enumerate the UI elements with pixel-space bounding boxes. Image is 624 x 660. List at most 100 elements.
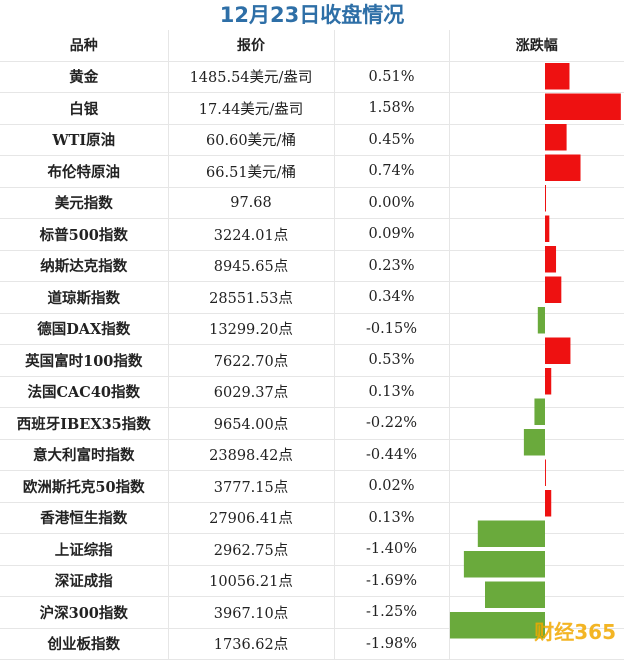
header-price: 报价 — [168, 30, 335, 62]
change-bar — [545, 93, 621, 120]
row-variety: 创业板指数 — [0, 628, 169, 660]
change-bar — [545, 154, 581, 181]
table-row: 纳斯达克指数 8945.65点 0.23% — [0, 250, 624, 282]
change-bar — [545, 459, 546, 486]
row-variety: 纳斯达克指数 — [0, 250, 169, 282]
row-variety: 西班牙IBEX35指数 — [0, 407, 169, 440]
table-row: 美元指数 97.68 0.00% — [0, 187, 624, 219]
row-price: 3224.01点 — [168, 218, 335, 251]
table-row: 白银 17.44美元/盎司 1.58% — [0, 92, 624, 125]
row-price: 1736.62点 — [168, 628, 335, 660]
change-bar — [545, 215, 550, 242]
change-bar — [545, 63, 570, 90]
row-change-label: 0.51% — [334, 61, 450, 93]
row-bar-cell — [449, 281, 624, 314]
table-row: 道琼斯指数 28551.53点 0.34% — [0, 281, 624, 314]
row-variety: 白银 — [0, 92, 169, 125]
row-change-label: -0.15% — [334, 313, 450, 345]
table-row: WTI原油 60.60美元/桶 0.45% — [0, 124, 624, 156]
row-price: 3777.15点 — [168, 470, 335, 503]
row-price: 97.68 — [168, 187, 335, 219]
row-change-label: 0.02% — [334, 470, 450, 503]
watermark-logo: 财经365 — [534, 620, 616, 644]
header-row: 品种 报价 涨跌幅 — [0, 30, 624, 62]
table-row: 黄金 1485.54美元/盎司 0.51% — [0, 61, 624, 93]
row-price: 23898.42点 — [168, 439, 335, 471]
change-bar — [477, 520, 545, 547]
change-bar — [534, 398, 545, 425]
row-change-label: 0.09% — [334, 218, 450, 251]
row-price: 28551.53点 — [168, 281, 335, 314]
change-bar-chart — [449, 63, 621, 639]
row-variety: 黄金 — [0, 61, 169, 93]
change-bar — [545, 185, 546, 212]
row-change-label: 0.13% — [334, 502, 450, 534]
row-change-label: 0.45% — [334, 124, 450, 156]
row-change-label: 0.53% — [334, 344, 450, 377]
row-price: 2962.75点 — [168, 533, 335, 566]
change-bar — [545, 276, 562, 303]
change-bar — [537, 307, 545, 334]
row-price: 3967.10点 — [168, 596, 335, 629]
row-price: 1485.54美元/盎司 — [168, 61, 335, 93]
row-price: 8945.65点 — [168, 250, 335, 282]
change-bar — [545, 124, 567, 151]
row-change-label: 0.13% — [334, 376, 450, 408]
row-variety: 香港恒生指数 — [0, 502, 169, 534]
row-bar-cell — [449, 218, 624, 251]
change-bar — [485, 581, 545, 608]
change-bar — [545, 337, 571, 364]
table-row: 标普500指数 3224.01点 0.09% — [0, 218, 624, 251]
row-change-label: -1.25% — [334, 596, 450, 629]
row-bar-cell — [449, 470, 624, 503]
row-variety: 英国富时100指数 — [0, 344, 169, 377]
row-variety: 深证成指 — [0, 565, 169, 597]
row-price: 27906.41点 — [168, 502, 335, 534]
row-change-label: -0.44% — [334, 439, 450, 471]
row-change-label: -1.69% — [334, 565, 450, 597]
row-price: 60.60美元/桶 — [168, 124, 335, 156]
row-variety: 布伦特原油 — [0, 155, 169, 188]
table-row: 布伦特原油 66.51美元/桶 0.74% — [0, 155, 624, 188]
row-bar-cell — [449, 155, 624, 188]
row-bar-cell — [449, 187, 624, 219]
change-bar — [523, 429, 545, 456]
row-bar-cell — [449, 313, 624, 345]
row-price: 6029.37点 — [168, 376, 335, 408]
change-bar — [545, 490, 552, 517]
row-bar-cell — [449, 124, 624, 156]
change-bar — [449, 612, 545, 639]
row-variety: WTI原油 — [0, 124, 169, 156]
row-variety: 标普500指数 — [0, 218, 169, 251]
change-bar — [545, 246, 557, 273]
row-bar-cell — [449, 250, 624, 282]
header-change-value — [334, 30, 450, 62]
header-change: 涨跌幅 — [449, 30, 624, 62]
row-change-label: 0.23% — [334, 250, 450, 282]
row-price: 66.51美元/桶 — [168, 155, 335, 188]
row-variety: 上证综指 — [0, 533, 169, 566]
row-change-label: 0.00% — [334, 187, 450, 219]
table-row: 上证综指 2962.75点 -1.40% — [0, 533, 624, 566]
row-price: 9654.00点 — [168, 407, 335, 440]
row-change-label: -0.22% — [334, 407, 450, 440]
table-row: 法国CAC40指数 6029.37点 0.13% — [0, 376, 624, 408]
row-change-label: -1.40% — [334, 533, 450, 566]
row-change-label: -1.98% — [334, 628, 450, 660]
row-variety: 道琼斯指数 — [0, 281, 169, 314]
change-bar — [545, 368, 552, 395]
row-bar-cell — [449, 61, 624, 93]
change-bar — [463, 551, 545, 578]
header-variety: 品种 — [0, 30, 169, 62]
row-bar-cell — [449, 344, 624, 377]
table-row: 欧洲斯托克50指数 3777.15点 0.02% — [0, 470, 624, 503]
market-table: 品种 报价 涨跌幅 黄金 1485.54美元/盎司 0.51% 白银 17.44美元/盎… — [0, 30, 624, 660]
row-variety: 欧洲斯托克50指数 — [0, 470, 169, 503]
row-change-label: 0.34% — [334, 281, 450, 314]
table-row: 德国DAX指数 13299.20点 -0.15% — [0, 313, 624, 345]
row-variety: 美元指数 — [0, 187, 169, 219]
row-price: 7622.70点 — [168, 344, 335, 377]
row-variety: 意大利富时指数 — [0, 439, 169, 471]
chart-title: 12月23日收盘情况 — [219, 3, 405, 27]
table-row: 英国富时100指数 7622.70点 0.53% — [0, 344, 624, 377]
